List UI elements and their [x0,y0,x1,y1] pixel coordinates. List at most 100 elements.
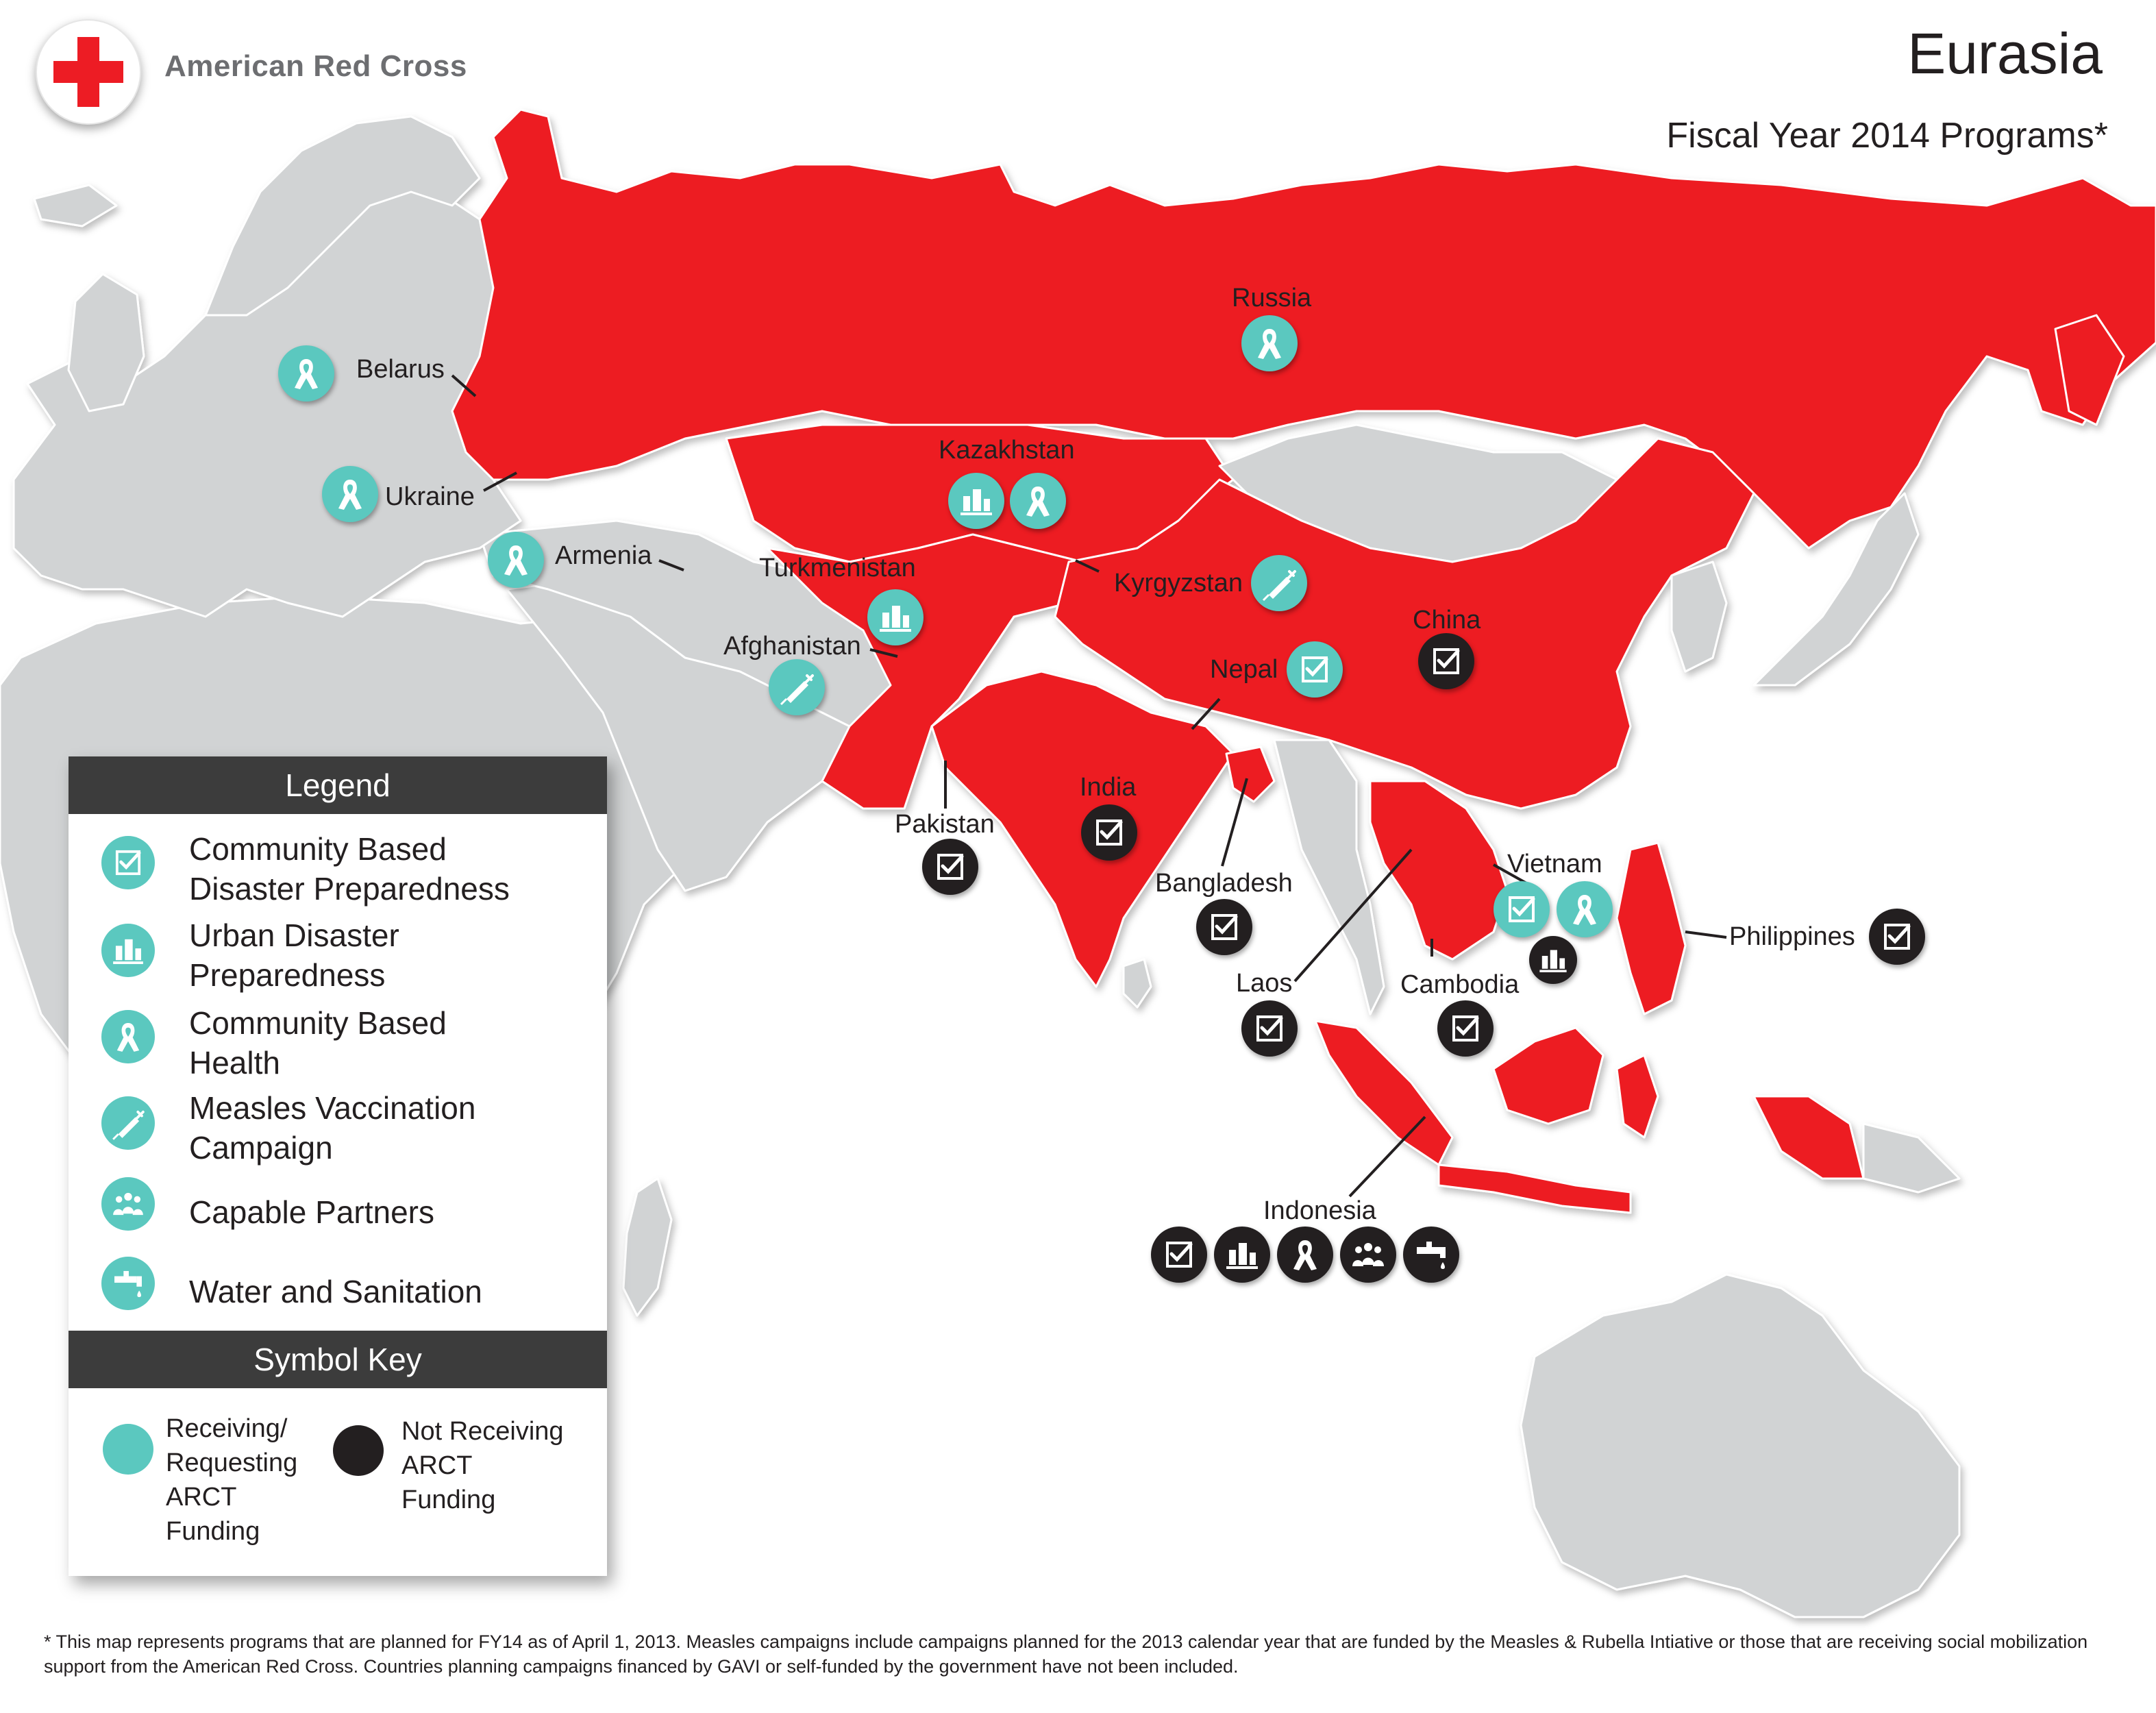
urban-icon [880,606,911,632]
marker-armenia-health[interactable] [488,532,544,588]
health-icon [338,480,362,510]
label-pakistan: Pakistan [895,810,995,839]
sri-lanka-island [1122,958,1152,1009]
marker-vietnam-health[interactable] [1557,881,1613,937]
water-icon [1417,1242,1446,1269]
water-icon [114,1270,142,1297]
symbol-key-title: Symbol Key [69,1331,607,1388]
marker-belarus-health[interactable] [278,345,334,402]
marker-kazakhstan-health[interactable] [1010,473,1066,529]
iceland-island [33,184,118,227]
marker-turkmenistan-urban[interactable] [867,589,924,645]
madagascar-island [622,1177,673,1317]
marker-indonesia-urban[interactable] [1214,1227,1270,1283]
label-china: China [1413,606,1481,634]
marker-ukraine-health[interactable] [322,466,378,522]
legend-label-partners: Capable Partners [189,1194,434,1230]
label-russia: Russia [1232,284,1312,312]
checklist-icon [1211,914,1238,940]
urban-icon [961,489,992,515]
marker-indonesia-water[interactable] [1403,1227,1459,1283]
papua-new-guinea [1862,1122,1961,1194]
health-icon [1573,895,1596,925]
brand-name: American Red Cross [164,49,467,83]
map-subtitle: Fiscal Year 2014 Programs* [1666,116,2108,156]
checklist-icon [115,850,141,876]
label-india: India [1080,773,1137,802]
indonesia-java [1437,1163,1632,1214]
marker-vietnam-urban[interactable] [1529,936,1577,984]
marker-afghanistan-vaccine[interactable] [769,659,825,715]
legend-partners-icon [101,1177,155,1231]
scandinavia-landmass [204,115,481,317]
marker-india-checklist[interactable] [1081,804,1137,861]
indonesia-borneo [1492,1026,1604,1125]
label-belarus: Belarus [356,355,445,384]
footnote: * This map represents programs that are … [44,1631,2088,1677]
health-icon [1293,1240,1317,1270]
label-afghanistan: Afghanistan [723,632,861,661]
label-kyrgyzstan: Kyrgyzstan [1114,569,1243,597]
checklist-icon [1096,819,1123,846]
marker-russia-health[interactable] [1241,315,1298,371]
label-indonesia: Indonesia [1263,1196,1376,1225]
central-asia-territory [766,533,1084,810]
label-philippines: Philippines [1729,922,1855,951]
label-kazakhstan: Kazakhstan [939,436,1075,465]
marker-kazakhstan-urban[interactable] [948,473,1004,529]
checklist-icon [1166,1242,1193,1268]
marker-cambodia-checklist[interactable] [1437,1000,1494,1057]
china-territory [1054,437,1755,810]
checklist-icon [1433,648,1460,674]
korea-peninsula [1670,560,1728,673]
indonesia-sulawesi [1615,1054,1659,1139]
marker-laos-checklist[interactable] [1241,1000,1298,1057]
marker-indonesia-health[interactable] [1277,1227,1333,1283]
health-icon [1026,486,1050,517]
not-receiving-dot [333,1425,384,1476]
marker-kyrgyzstan-vaccine[interactable] [1251,555,1307,611]
legend-label-water: Water and Sanitation [189,1274,482,1309]
philippines-territory [1615,841,1687,1015]
legend-panel: Legend Community Based Disaster Prepared… [69,756,607,1576]
legend-title: Legend [69,756,607,814]
legend-checklist-icon [101,836,155,889]
vaccine-icon [780,674,814,706]
red-cross-logo [36,19,141,125]
health-icon [504,545,528,576]
legend-label-urban-disaster: Urban Disaster Preparedness [189,917,399,993]
marker-nepal-checklist[interactable] [1287,641,1343,698]
marker-indonesia-partners[interactable] [1340,1227,1396,1283]
myanmar-thailand-territory [1273,739,1385,1015]
australia-landmass [1520,1273,1961,1618]
kamchatka-peninsula [2054,314,2125,426]
marker-vietnam-checklist[interactable] [1494,881,1550,937]
marker-pakistan-checklist[interactable] [922,839,978,895]
legend-label-community-disaster: Community Based Disaster Preparedness [189,831,510,907]
map-title: Eurasia [1907,21,2103,86]
british-isles [67,273,145,412]
checklist-icon [1452,1015,1479,1042]
bangladesh-territory [1225,745,1276,803]
marker-indonesia-checklist[interactable] [1151,1227,1207,1283]
health-icon [1258,329,1281,359]
legend-urban-icon [101,924,155,977]
indonesia-sumatra [1314,1020,1454,1166]
urban-icon [1226,1243,1258,1269]
checklist-icon [1509,896,1535,922]
marker-philippines-checklist[interactable] [1869,909,1925,965]
marker-bangladesh-checklist[interactable] [1196,899,1252,955]
label-cambodia: Cambodia [1400,970,1520,999]
label-ukraine: Ukraine [385,482,475,511]
key-receiving-label: Receiving/ Requesting ARCT Funding [166,1414,298,1546]
legend-label-community-health: Community Based Health [189,1005,447,1081]
key-not-receiving-label: Not Receiving ARCT Funding [401,1417,564,1514]
indochina-territory [1369,780,1509,961]
papua-island [1752,1095,1865,1180]
legend-vaccine-icon [101,1096,155,1150]
vaccine-icon [112,1110,145,1140]
checklist-icon [937,854,964,880]
legend-label-measles: Measles Vaccination Campaign [189,1090,476,1166]
marker-china-checklist[interactable] [1418,633,1474,689]
red-cross-icon [53,37,123,107]
